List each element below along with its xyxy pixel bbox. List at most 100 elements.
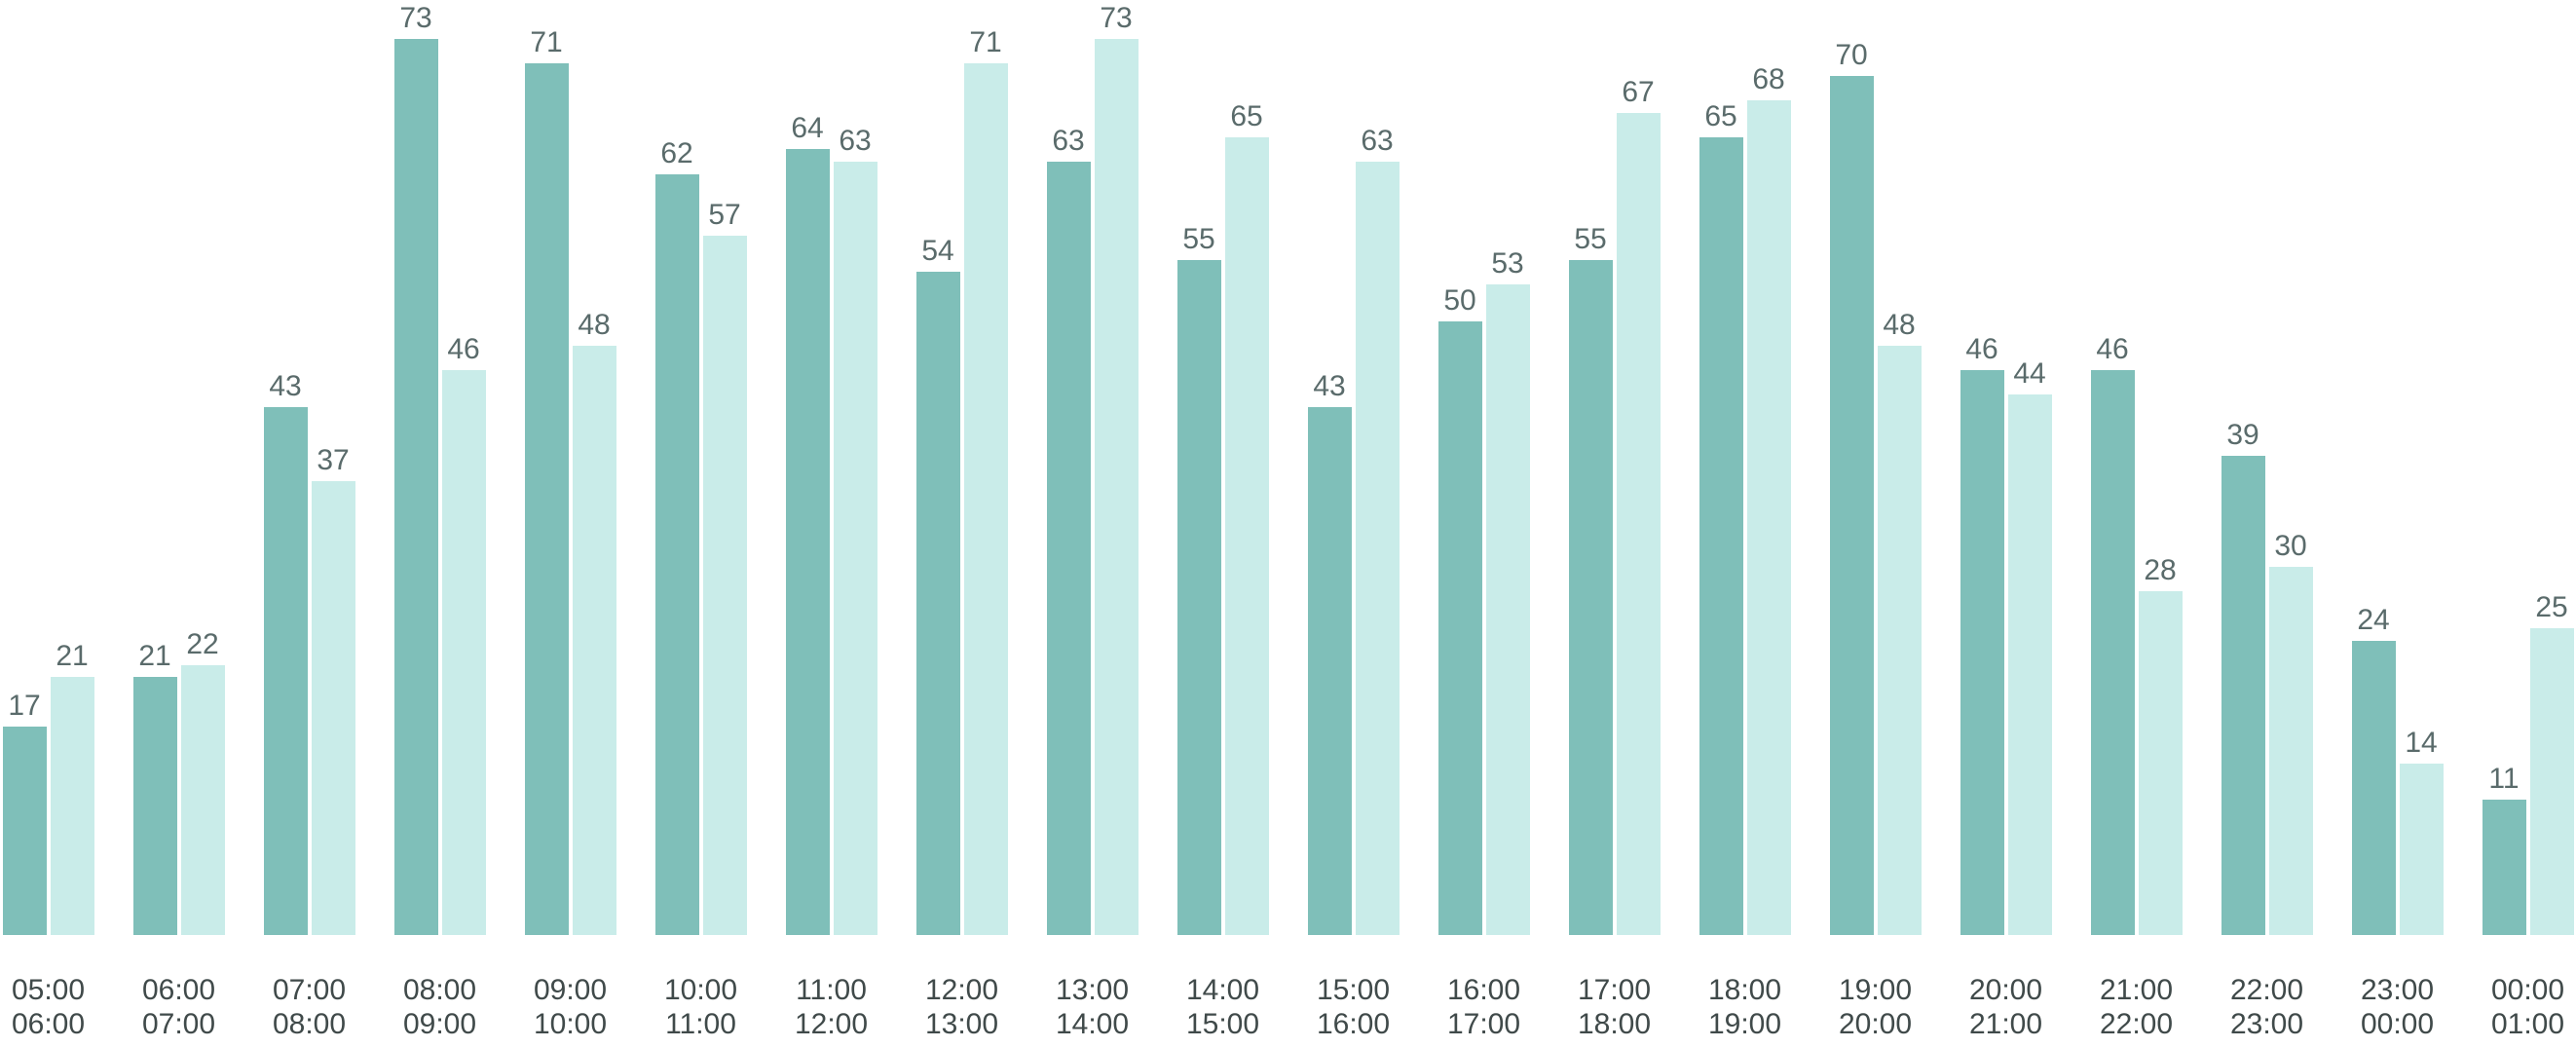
bar-series-b [2139, 591, 2183, 935]
bar-series-a [2352, 641, 2396, 935]
x-axis-tick-label: 09:0010:00 [515, 974, 626, 1041]
x-axis-tick-line1: 20:00 [1951, 974, 2062, 1008]
x-axis-tick-line2: 10:00 [515, 1008, 626, 1042]
x-axis-tick-line2: 17:00 [1429, 1008, 1540, 1042]
bar-series-a [655, 174, 699, 935]
bar-value-label: 67 [1617, 78, 1661, 107]
bar-value-label: 43 [1308, 372, 1352, 401]
bar-value-label: 71 [964, 28, 1008, 57]
bar-value-label: 28 [2139, 556, 2183, 585]
bar-value-label: 57 [703, 201, 747, 230]
hourly-bar-chart: 1721212243377346714862576463547163735565… [0, 0, 2576, 1048]
bar-series-a [525, 63, 569, 935]
bar-value-label: 25 [2530, 593, 2574, 622]
bar-value-label: 22 [181, 630, 225, 659]
x-axis-tick-line1: 07:00 [254, 974, 365, 1008]
x-axis-tick-line1: 22:00 [2212, 974, 2323, 1008]
bar-group: 6257 [655, 39, 747, 935]
x-axis-tick-line1: 12:00 [907, 974, 1018, 1008]
bar-series-b [834, 162, 877, 935]
bar-value-label: 63 [834, 127, 877, 156]
x-axis-tick-line1: 08:00 [385, 974, 496, 1008]
bar-series-a [1699, 137, 1743, 935]
x-axis-tick-label: 10:0011:00 [646, 974, 757, 1041]
bar-group: 5565 [1177, 39, 1269, 935]
x-axis-tick-label: 12:0013:00 [907, 974, 1018, 1041]
bar-series-b [1878, 346, 1922, 935]
x-axis-tick-label: 11:0012:00 [776, 974, 887, 1041]
bar-series-a [1569, 260, 1613, 935]
bar-value-label: 73 [1095, 4, 1139, 33]
bar-value-label: 71 [525, 28, 569, 57]
bar-group: 2122 [133, 39, 225, 935]
bar-series-b [703, 236, 747, 935]
bar-series-b [1356, 162, 1400, 935]
bar-group: 4644 [1960, 39, 2052, 935]
bar-value-label: 21 [133, 642, 177, 671]
bar-value-label: 53 [1486, 249, 1530, 279]
bar-series-a [2091, 370, 2135, 935]
x-axis-tick-line1: 23:00 [2342, 974, 2453, 1008]
x-axis-tick-label: 05:0006:00 [0, 974, 104, 1041]
bar-value-label: 46 [442, 335, 486, 364]
bar-series-a [1177, 260, 1221, 935]
x-axis-tick-label: 15:0016:00 [1298, 974, 1409, 1041]
bar-series-a [1047, 162, 1091, 935]
bar-value-label: 55 [1177, 225, 1221, 254]
x-axis-tick-label: 16:0017:00 [1429, 974, 1540, 1041]
bar-value-label: 11 [2483, 765, 2526, 794]
bar-value-label: 30 [2269, 532, 2313, 561]
x-axis-tick-line2: 00:00 [2342, 1008, 2453, 1042]
bar-value-label: 55 [1569, 225, 1613, 254]
bar-value-label: 44 [2008, 359, 2052, 389]
x-axis-tick-label: 18:0019:00 [1690, 974, 1801, 1041]
x-axis-tick-line2: 16:00 [1298, 1008, 1409, 1042]
x-axis-tick-line1: 16:00 [1429, 974, 1540, 1008]
bar-group: 7048 [1830, 39, 1922, 935]
x-axis-tick-line2: 22:00 [2081, 1008, 2192, 1042]
bar-series-a [1960, 370, 2004, 935]
x-axis-tick-line1: 06:00 [124, 974, 235, 1008]
x-axis-tick-label: 19:0020:00 [1820, 974, 1931, 1041]
x-axis-tick-line2: 12:00 [776, 1008, 887, 1042]
bar-series-b [573, 346, 616, 935]
bar-value-label: 54 [916, 237, 960, 266]
bar-series-a [1830, 76, 1874, 935]
bar-value-label: 48 [573, 311, 616, 340]
bar-series-b [964, 63, 1008, 935]
x-axis-tick-label: 17:0018:00 [1559, 974, 1670, 1041]
x-axis-tick-line1: 21:00 [2081, 974, 2192, 1008]
bar-value-label: 43 [264, 372, 308, 401]
x-axis-tick-line2: 06:00 [0, 1008, 104, 1042]
bar-value-label: 24 [2352, 606, 2396, 635]
bar-series-b [1747, 100, 1791, 935]
bar-series-a [264, 407, 308, 935]
x-axis-tick-line2: 14:00 [1037, 1008, 1148, 1042]
x-axis-tick-line1: 10:00 [646, 974, 757, 1008]
x-axis-tick-line1: 17:00 [1559, 974, 1670, 1008]
x-axis-tick-line1: 19:00 [1820, 974, 1931, 1008]
bar-value-label: 64 [786, 114, 830, 143]
bar-group: 4363 [1308, 39, 1400, 935]
bar-value-label: 46 [1960, 335, 2004, 364]
x-axis-tick-line1: 11:00 [776, 974, 887, 1008]
x-axis-tick-label: 13:0014:00 [1037, 974, 1148, 1041]
bar-group: 7148 [525, 39, 616, 935]
x-axis-tick-line2: 09:00 [385, 1008, 496, 1042]
bar-group: 5471 [916, 39, 1008, 935]
bar-series-b [181, 665, 225, 935]
bar-series-b [2008, 394, 2052, 935]
bar-group: 6568 [1699, 39, 1791, 935]
bar-series-b [442, 370, 486, 935]
bar-series-b [2530, 628, 2574, 935]
bar-value-label: 48 [1878, 311, 1922, 340]
bar-group: 5053 [1438, 39, 1530, 935]
x-axis-tick-line1: 05:00 [0, 974, 104, 1008]
x-axis-tick-label: 22:0023:00 [2212, 974, 2323, 1041]
x-axis-tick-label: 21:0022:00 [2081, 974, 2192, 1041]
x-axis-tick-line2: 23:00 [2212, 1008, 2323, 1042]
x-axis-tick-label: 00:0001:00 [2473, 974, 2576, 1041]
bar-group: 4337 [264, 39, 355, 935]
bar-series-a [2483, 800, 2526, 935]
bar-group: 6373 [1047, 39, 1139, 935]
